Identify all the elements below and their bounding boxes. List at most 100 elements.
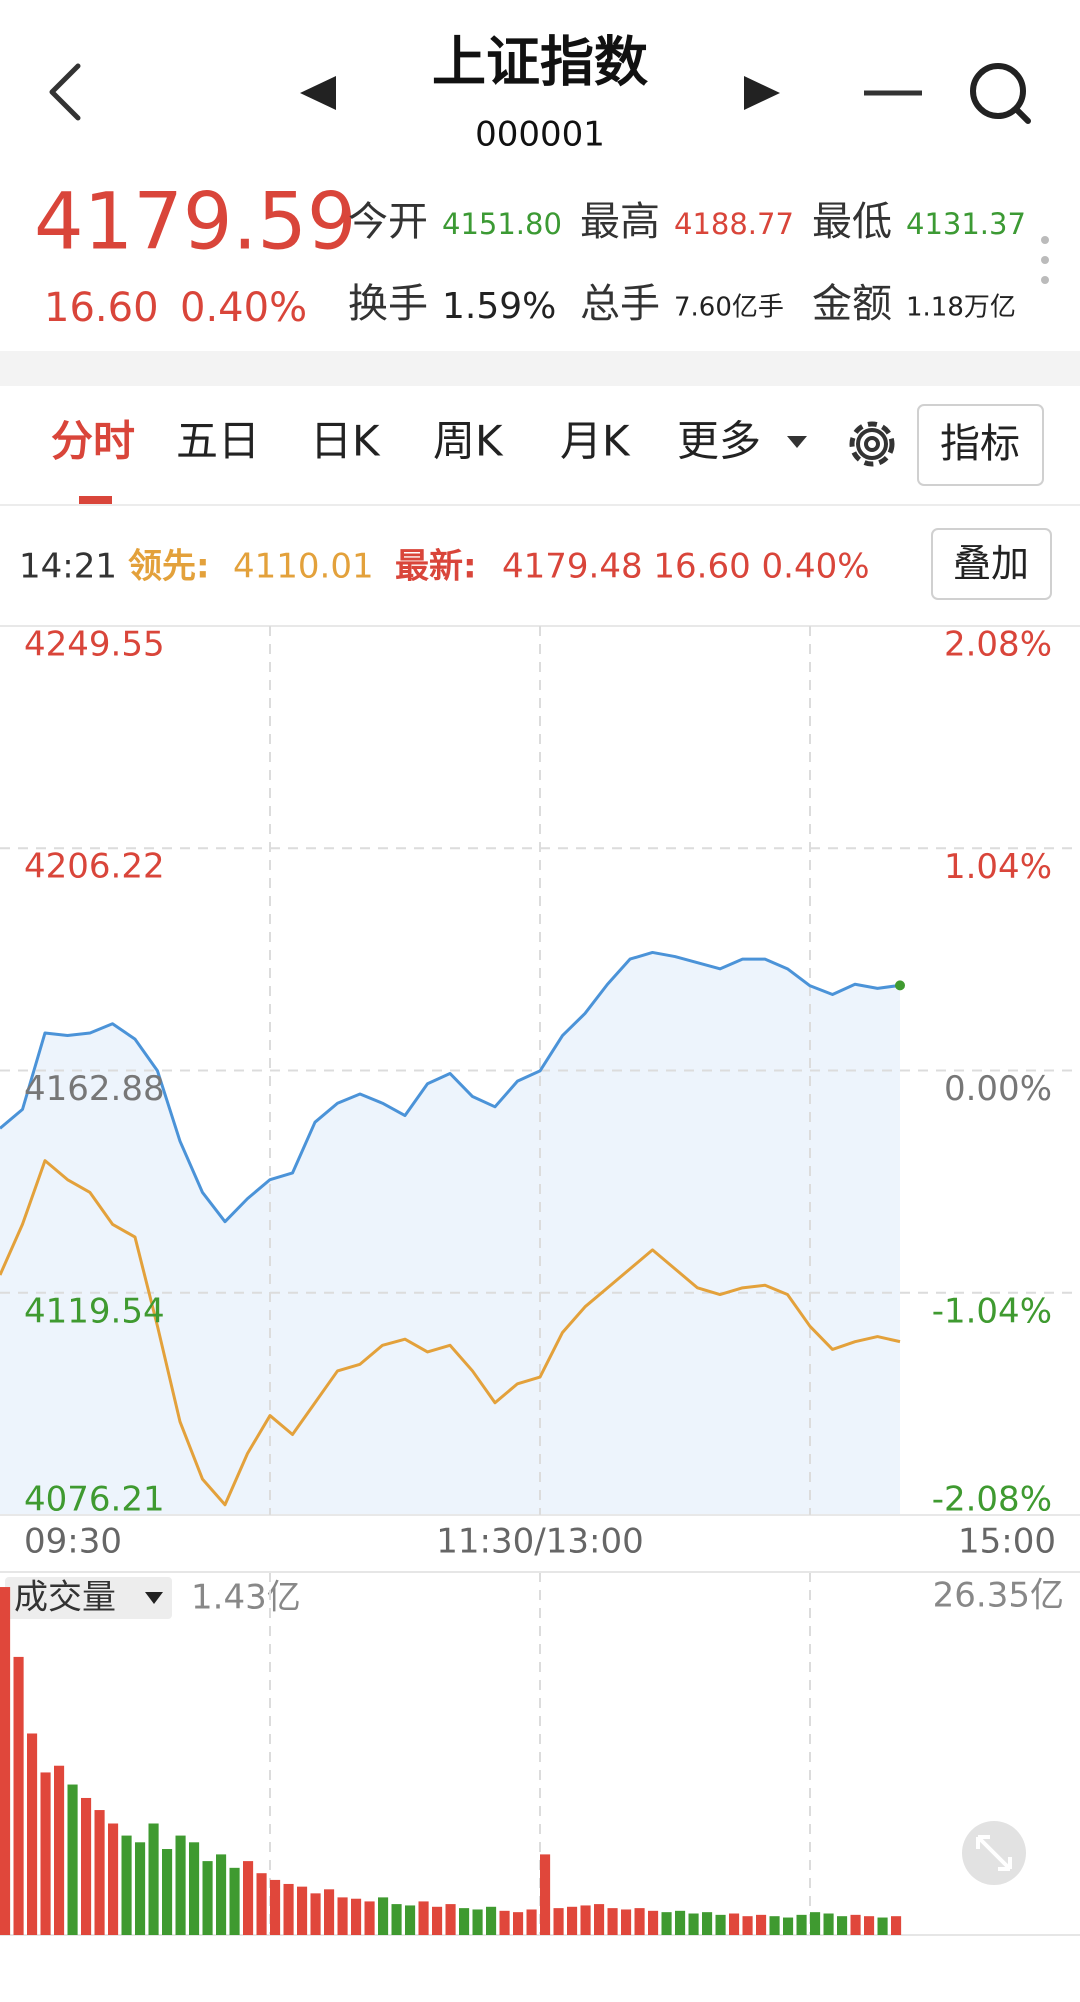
stock-code: 000001 — [475, 115, 605, 155]
volume-bar — [553, 1908, 564, 1935]
y-tick-label: 4206.22 — [24, 847, 165, 887]
volume-bar — [148, 1823, 159, 1935]
tab[interactable]: 日K — [310, 417, 381, 466]
price-line — [0, 950, 901, 1224]
volume-bar — [499, 1910, 510, 1935]
volume-bar — [472, 1909, 483, 1935]
volume-bar — [783, 1917, 794, 1935]
volume-label[interactable]: 成交量 — [14, 1578, 116, 1618]
dot — [1041, 236, 1049, 244]
volume-bar — [405, 1905, 416, 1935]
active-tab-indicator — [79, 496, 112, 504]
y-tick-label: 4119.54 — [24, 1291, 165, 1331]
volume-bar — [189, 1842, 200, 1935]
back-button[interactable] — [49, 63, 81, 121]
x-tick-label: 09:30 — [24, 1522, 122, 1562]
dropdown-arrow — [145, 1592, 163, 1604]
volume-bar — [216, 1854, 227, 1935]
stat-value: 1.18万亿 — [906, 293, 1016, 323]
indicator-button-frame[interactable] — [917, 404, 1044, 486]
price-area — [0, 952, 900, 1515]
volume-bar — [175, 1835, 186, 1935]
tab[interactable]: 分时 — [51, 417, 135, 466]
volume-bar — [513, 1912, 524, 1935]
tab[interactable]: 月K — [560, 417, 631, 466]
volume-bar — [364, 1901, 375, 1935]
volume-bar — [540, 1854, 551, 1935]
latest-label: 最新: — [395, 547, 477, 587]
lead-line — [0, 1159, 901, 1507]
overlay-button-frame[interactable] — [931, 528, 1052, 600]
search-icon — [970, 63, 1026, 119]
volume-bar — [769, 1916, 780, 1935]
volume-bar — [837, 1916, 848, 1935]
volume-bar — [445, 1904, 456, 1935]
y-tick-label: 4249.55 — [24, 625, 165, 665]
volume-bar — [162, 1849, 173, 1935]
gear-body — [856, 428, 888, 460]
volume-bar — [135, 1842, 146, 1935]
lead-value: 4110.01 — [233, 547, 374, 587]
dot — [1041, 276, 1049, 284]
stat-label: 总手 — [580, 281, 660, 327]
settings-button[interactable] — [849, 421, 895, 467]
volume-bar — [418, 1901, 429, 1935]
volume-bar — [202, 1861, 213, 1935]
volume-bar — [0, 1587, 11, 1935]
section-divider — [0, 351, 1080, 386]
tab[interactable]: 周K — [433, 417, 504, 466]
volume-bar — [351, 1898, 362, 1935]
search-icon-handle — [1013, 106, 1031, 124]
indicator-button[interactable]: 指标 — [940, 421, 1020, 467]
volume-bar — [121, 1835, 132, 1935]
volume-bar — [864, 1916, 875, 1935]
volume-bar — [229, 1867, 240, 1935]
volume-bar — [432, 1906, 443, 1935]
y-tick-label: 4162.88 — [24, 1069, 165, 1109]
stat-value: 7.60亿手 — [674, 293, 784, 323]
overlay-button[interactable]: 叠加 — [953, 542, 1029, 586]
price-change: 16.60 — [44, 285, 159, 331]
volume-bar — [607, 1908, 618, 1935]
expand-button[interactable] — [962, 1821, 1026, 1885]
volume-bar — [567, 1906, 578, 1935]
volume-bar — [594, 1904, 605, 1935]
volume-bar — [580, 1905, 591, 1935]
search-button[interactable] — [970, 63, 1031, 124]
volume-bar — [40, 1772, 51, 1935]
volume-bar — [337, 1897, 348, 1935]
volume-bar — [27, 1733, 38, 1935]
more-dots[interactable] — [1041, 236, 1049, 284]
x-tick-label: 11:30/13:00 — [436, 1522, 643, 1562]
prev-stock-button[interactable] — [300, 76, 336, 110]
lead-label: 领先: — [128, 547, 210, 587]
volume-bar — [243, 1861, 254, 1935]
volume-bar — [634, 1908, 645, 1935]
volume-bar — [877, 1917, 888, 1935]
volume-bar — [310, 1893, 321, 1935]
gear-hub — [864, 436, 880, 452]
y-tick-label: 4076.21 — [24, 1480, 165, 1520]
cursor-time: 14:21 — [19, 547, 117, 587]
volume-bar — [270, 1879, 281, 1935]
next-stock-button[interactable] — [744, 76, 780, 110]
volume-bar — [67, 1784, 78, 1935]
volume-bar — [702, 1912, 713, 1935]
tab[interactable]: 五日 — [176, 417, 260, 466]
stat-value: 4151.80 — [442, 207, 562, 241]
volume-bar — [486, 1906, 497, 1935]
stat-label: 最低 — [812, 199, 892, 245]
stock-name: 上证指数 — [432, 31, 648, 94]
volume-bar — [810, 1912, 821, 1935]
volume-bar — [648, 1910, 659, 1935]
volume-bar — [661, 1912, 672, 1935]
y2-tick-label: -2.08% — [932, 1480, 1052, 1520]
volume-bar — [378, 1897, 389, 1935]
gear-teeth — [849, 421, 895, 467]
volume-current: 1.43亿 — [191, 1578, 301, 1618]
volume-bar — [324, 1889, 335, 1935]
volume-bar — [54, 1765, 65, 1935]
volume-selector[interactable] — [5, 1577, 172, 1619]
tab[interactable]: 更多 — [677, 417, 761, 466]
